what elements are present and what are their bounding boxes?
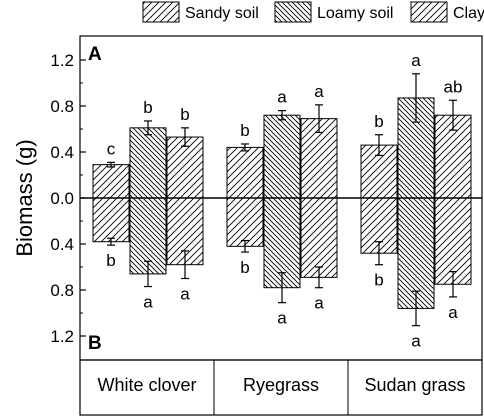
significance-letter: b — [143, 98, 152, 117]
significance-letter: b — [374, 271, 383, 290]
significance-letter: a — [448, 303, 458, 322]
category-label-sudan-grass: Sudan grass — [364, 375, 465, 395]
y-tick-label: 0.4 — [50, 235, 74, 254]
legend: Sandy soil Loamy soil Clay soil — [142, 1, 484, 23]
significance-letter: a — [180, 285, 190, 304]
legend-label-clay: Clay soil — [453, 5, 484, 22]
significance-letter: b — [106, 251, 115, 270]
significance-letter: a — [277, 88, 287, 107]
legend-swatch-sandy — [142, 1, 180, 23]
bar-clay-soil-b-sudan-grass — [434, 197, 472, 285]
error-bars — [107, 73, 457, 327]
significance-letter: a — [411, 332, 421, 351]
significance-letter: b — [374, 112, 383, 131]
bar-clay-soil-b-ryegrass — [300, 197, 338, 278]
panel-label-b: B — [88, 333, 102, 354]
significance-letter: a — [314, 294, 324, 313]
legend-swatch-clay — [410, 1, 448, 23]
significance-letter: a — [143, 293, 153, 312]
y-axis: 1.2 0.8 0.4 0.0 0.4 0.8 1.2 — [50, 51, 86, 346]
bar-loamy-soil-a-ryegrass — [263, 114, 301, 199]
category-label-ryegrass: Ryegrass — [243, 375, 319, 395]
significance-letter: a — [277, 309, 287, 328]
y-tick-label: 0.0 — [50, 189, 74, 208]
bar-sandy-soil-a-ryegrass — [226, 146, 264, 199]
bar-sandy-soil-a-white-clover — [92, 164, 130, 199]
significance-letter: b — [180, 105, 189, 124]
category-box — [79, 359, 483, 416]
category-label-white-clover: White clover — [97, 375, 196, 395]
significance-letter: ab — [444, 77, 463, 96]
legend-swatch-loamy — [274, 1, 312, 23]
y-tick-label: 0.8 — [50, 281, 74, 300]
bar-loamy-soil-b-sudan-grass — [397, 197, 435, 309]
significance-letter: b — [240, 121, 249, 140]
y-axis-label: Biomass (g) — [12, 139, 37, 256]
significance-letter: c — [107, 139, 116, 158]
significance-letter: a — [314, 82, 324, 101]
bar-sandy-soil-b-white-clover — [92, 197, 130, 243]
bar-clay-soil-a-white-clover — [166, 136, 204, 199]
y-tick-label: 0.8 — [50, 97, 74, 116]
bar-loamy-soil-a-white-clover — [129, 127, 167, 199]
y-tick-label: 0.4 — [50, 143, 74, 162]
y-tick-label: 1.2 — [50, 51, 74, 70]
y-tick-label: 1.2 — [50, 327, 74, 346]
bar-sandy-soil-b-ryegrass — [226, 197, 264, 247]
legend-label-loamy: Loamy soil — [317, 5, 393, 22]
significance-letter: a — [411, 51, 421, 70]
significance-letter: b — [240, 258, 249, 277]
panel-label-a: A — [88, 44, 102, 65]
legend-label-sandy: Sandy soil — [185, 5, 259, 22]
